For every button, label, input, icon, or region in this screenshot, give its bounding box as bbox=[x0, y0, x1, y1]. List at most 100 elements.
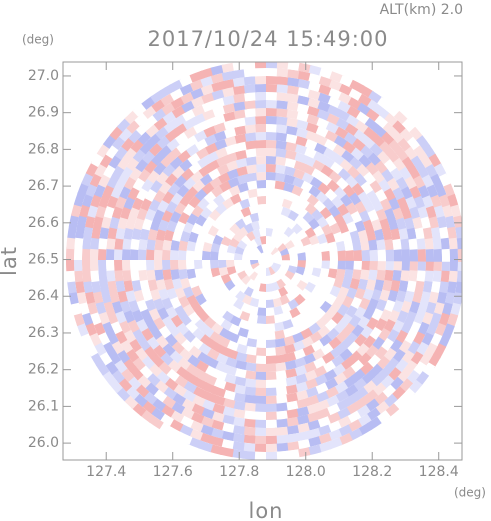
radar-cell bbox=[127, 318, 140, 333]
radar-cell bbox=[274, 378, 288, 388]
radar-cell bbox=[98, 247, 107, 260]
radar-cell bbox=[422, 280, 433, 295]
radar-cell bbox=[316, 416, 331, 428]
radar-cell bbox=[68, 213, 80, 228]
radar-cell bbox=[297, 310, 310, 323]
radar-cell bbox=[305, 411, 320, 423]
radar-cell bbox=[224, 135, 238, 147]
radar-cell bbox=[188, 230, 199, 243]
radar-cell bbox=[115, 226, 126, 240]
radar-cell bbox=[252, 443, 266, 453]
subtitle: ALT(km) 2.0 bbox=[380, 2, 463, 18]
radar-cell bbox=[274, 394, 288, 404]
radar-cell bbox=[237, 239, 248, 250]
radar-cell bbox=[146, 248, 155, 260]
radar-cell bbox=[349, 278, 360, 291]
radar-cell bbox=[231, 408, 246, 419]
radar-cell bbox=[111, 299, 123, 314]
radar-cell bbox=[125, 288, 136, 303]
radar-cell bbox=[213, 122, 228, 134]
radar-cell bbox=[225, 251, 235, 260]
radar-cell bbox=[119, 299, 132, 314]
radar-cell bbox=[456, 237, 462, 252]
radar-cell bbox=[209, 427, 224, 439]
radar-cell bbox=[373, 279, 385, 293]
radar-cell bbox=[384, 208, 396, 222]
radar-cell bbox=[82, 236, 92, 250]
radar-cell bbox=[171, 277, 183, 290]
radar-cell bbox=[100, 289, 112, 304]
radar-cell bbox=[277, 268, 287, 278]
radar-cell bbox=[106, 236, 116, 250]
radar-cell bbox=[227, 168, 240, 180]
radar-cell bbox=[266, 107, 279, 117]
radar-cell bbox=[406, 280, 417, 294]
radar-cell bbox=[74, 268, 84, 283]
radar-cell bbox=[311, 348, 325, 361]
radar-cell bbox=[294, 390, 309, 401]
radar-cell bbox=[242, 264, 253, 272]
radar-cell bbox=[207, 159, 221, 172]
radar-cell bbox=[308, 65, 324, 76]
radar-cell bbox=[417, 206, 429, 221]
radar-cell bbox=[76, 290, 87, 305]
radar-cell bbox=[245, 345, 257, 356]
radar-cell bbox=[122, 268, 132, 282]
radar-cell bbox=[305, 138, 319, 151]
radar-cell bbox=[440, 270, 450, 284]
radar-cell bbox=[234, 133, 248, 144]
radar-cell bbox=[266, 155, 278, 165]
radar-cell bbox=[201, 250, 211, 260]
radar-cell bbox=[237, 282, 249, 294]
radar-cell bbox=[93, 320, 106, 336]
radar-cell bbox=[283, 343, 296, 355]
radar-cell bbox=[346, 221, 358, 234]
radar-cell bbox=[192, 112, 207, 125]
radar-cell bbox=[106, 309, 119, 325]
radar-cell bbox=[438, 194, 451, 209]
radar-cell bbox=[248, 196, 259, 207]
radar-cell bbox=[337, 260, 346, 271]
radar-cell bbox=[255, 115, 268, 125]
radar-cell bbox=[365, 279, 377, 292]
radar-cell bbox=[298, 319, 312, 332]
y-tick-label: 26.0 bbox=[28, 435, 59, 451]
radar-cell bbox=[169, 259, 179, 270]
radar-cell bbox=[221, 70, 236, 81]
radar-cell bbox=[246, 329, 258, 340]
radar-cell bbox=[177, 295, 190, 308]
radar-cell bbox=[264, 387, 277, 397]
radar-cell bbox=[255, 339, 266, 348]
radar-cell bbox=[400, 206, 413, 221]
radar-cell bbox=[333, 231, 344, 244]
radar-cell bbox=[78, 300, 90, 316]
radar-cell bbox=[376, 269, 386, 282]
radar-cell bbox=[185, 259, 195, 270]
radar-cell bbox=[266, 115, 279, 125]
radar-cell bbox=[172, 229, 183, 242]
radar-cell bbox=[284, 158, 298, 169]
radar-cell bbox=[221, 405, 236, 417]
radar-cell bbox=[121, 258, 131, 271]
radar-cell bbox=[146, 268, 156, 281]
radar-cell bbox=[221, 62, 236, 73]
radar-cell bbox=[138, 237, 148, 251]
radar-cell bbox=[74, 235, 84, 250]
radar-cell bbox=[162, 268, 172, 281]
radar-cell bbox=[324, 276, 336, 289]
radar-cell bbox=[101, 320, 114, 335]
radar-cell bbox=[297, 87, 312, 98]
radar-cell bbox=[375, 188, 388, 203]
radar-cell bbox=[253, 247, 262, 256]
radar-cell bbox=[307, 97, 322, 109]
radar-cell bbox=[107, 225, 118, 240]
radar-cell bbox=[242, 247, 253, 256]
radar-cell bbox=[384, 269, 394, 283]
radar-cell bbox=[292, 237, 304, 249]
radar-cell bbox=[218, 171, 231, 184]
radar-cell bbox=[243, 62, 258, 70]
radar-cell bbox=[244, 354, 257, 364]
radar-cell bbox=[210, 250, 219, 260]
radar-cell bbox=[286, 218, 298, 230]
radar-cell bbox=[222, 94, 237, 106]
